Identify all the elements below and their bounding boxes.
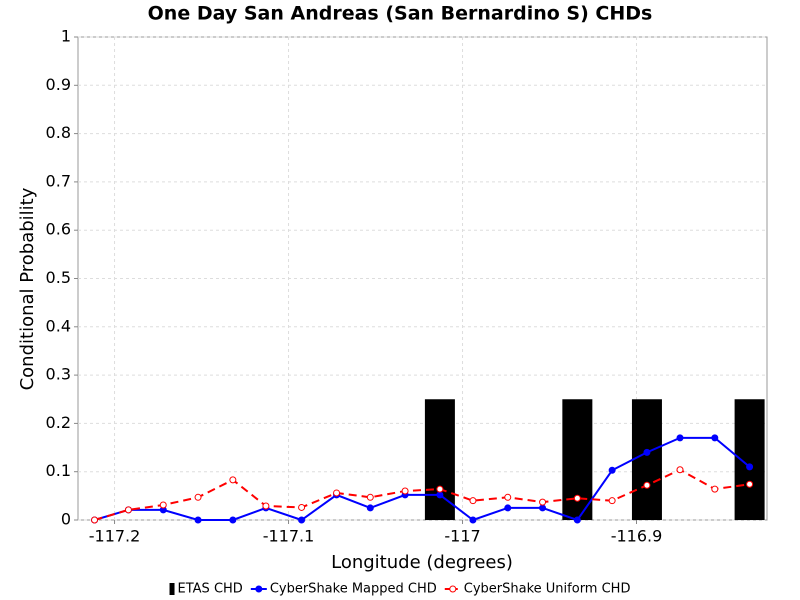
bar xyxy=(562,399,593,520)
bar xyxy=(424,399,455,520)
y-tick-label: 0.1 xyxy=(46,461,71,480)
legend-label: CyberShake Mapped CHD xyxy=(270,582,437,597)
point xyxy=(711,485,719,493)
point xyxy=(333,489,341,497)
point xyxy=(366,493,374,501)
y-tick-label: 0 xyxy=(61,510,71,529)
point xyxy=(366,504,374,512)
y-tick-label: 0.8 xyxy=(46,123,71,142)
chart-title: One Day San Andreas (San Bernardino S) C… xyxy=(148,3,653,25)
point xyxy=(401,487,409,495)
y-tick-label: 0.4 xyxy=(46,316,71,335)
point xyxy=(436,491,444,499)
y-tick-label: 0.9 xyxy=(46,75,71,94)
bar xyxy=(631,399,662,520)
point xyxy=(194,516,202,524)
y-tick-label: 0.6 xyxy=(46,220,71,239)
point xyxy=(643,481,651,489)
point xyxy=(608,497,616,505)
point xyxy=(194,493,202,501)
bar xyxy=(734,399,765,520)
point xyxy=(436,485,444,493)
point xyxy=(124,506,132,514)
point xyxy=(504,504,512,512)
point xyxy=(91,516,99,524)
y-axis-label: Conditional Probability xyxy=(17,187,38,390)
y-tick-label: 0.7 xyxy=(46,171,71,190)
point xyxy=(746,480,754,488)
point xyxy=(643,448,651,456)
point xyxy=(676,434,684,442)
point xyxy=(229,516,237,524)
point xyxy=(539,498,547,506)
x-tick-label: -117 xyxy=(444,527,480,546)
point xyxy=(298,503,306,511)
legend-marker xyxy=(255,585,263,593)
x-tick-label: -117.2 xyxy=(89,527,141,546)
point xyxy=(159,501,167,509)
point xyxy=(608,466,616,474)
series-line xyxy=(94,436,751,522)
point xyxy=(573,516,581,524)
point xyxy=(229,476,237,484)
y-tick-label: 1 xyxy=(61,27,71,46)
point xyxy=(573,494,581,502)
point xyxy=(469,497,477,505)
legend-label: ETAS CHD xyxy=(178,582,243,597)
x-tick-label: -116.9 xyxy=(611,527,663,546)
legend: ETAS CHD CyberShake Mapped CHD CyberShake … xyxy=(169,582,631,597)
x-axis-label: Longitude (degrees) xyxy=(331,552,513,573)
point xyxy=(539,504,547,512)
legend-marker xyxy=(449,585,457,593)
x-tick-label: -117.1 xyxy=(263,527,315,546)
point xyxy=(676,466,684,474)
point xyxy=(711,434,719,442)
point xyxy=(298,516,306,524)
legend-label: CyberShake Uniform CHD xyxy=(464,582,631,597)
y-tick-label: 0.3 xyxy=(46,365,71,384)
point xyxy=(504,493,512,501)
legend-swatch xyxy=(169,583,175,595)
y-tick-label: 0.2 xyxy=(46,413,71,432)
point xyxy=(262,502,270,510)
point xyxy=(469,516,477,524)
y-tick-label: 0.5 xyxy=(46,268,71,287)
point xyxy=(746,463,754,471)
